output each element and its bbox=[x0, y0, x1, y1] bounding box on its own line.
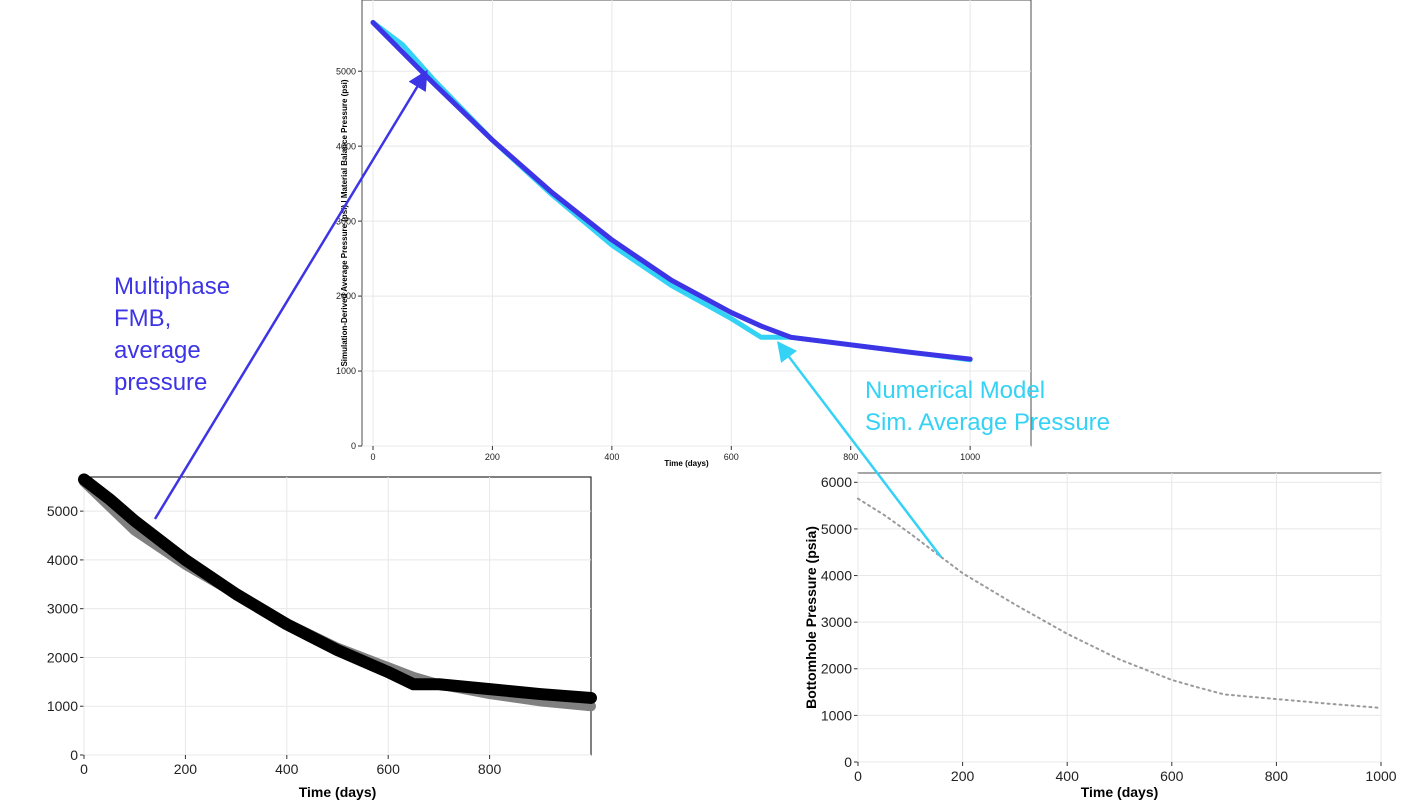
y-tick-label: 3000 bbox=[47, 601, 78, 617]
x-tick-label: 600 bbox=[724, 452, 739, 462]
series-line-0 bbox=[857, 497, 1382, 709]
y-tick-label: 2000 bbox=[821, 661, 852, 677]
x-axis-label: Time (days) bbox=[664, 459, 709, 468]
y-tick-label: 0 bbox=[70, 747, 78, 763]
x-tick-label: 600 bbox=[377, 761, 401, 777]
y-tick-label: 0 bbox=[351, 441, 356, 451]
y-tick-label: 1000 bbox=[47, 698, 78, 714]
y-tick-label: 2000 bbox=[336, 291, 356, 301]
plot-frame bbox=[83, 476, 592, 756]
x-tick-label: 800 bbox=[843, 452, 858, 462]
y-axis-label: Bottomhole Pressure (psia) bbox=[803, 526, 819, 709]
x-tick-label: 400 bbox=[604, 452, 619, 462]
y-tick-label: 4000 bbox=[821, 567, 852, 583]
x-tick-label: 200 bbox=[174, 761, 198, 777]
y-tick-label: 4000 bbox=[47, 552, 78, 568]
y-tick-label: 5000 bbox=[821, 521, 852, 537]
x-tick-label: 1000 bbox=[1365, 768, 1396, 784]
sim-pointer-arrow bbox=[776, 341, 942, 558]
y-tick-label: 5000 bbox=[47, 503, 78, 519]
x-tick-label: 0 bbox=[370, 452, 375, 462]
x-axis-label: Time (days) bbox=[299, 784, 377, 800]
y-tick-label: 1000 bbox=[336, 366, 356, 376]
x-tick-label: 400 bbox=[275, 761, 299, 777]
y-tick-label: 2000 bbox=[47, 649, 78, 665]
x-tick-label: 0 bbox=[854, 768, 862, 784]
plot-frame bbox=[857, 472, 1382, 763]
y-axis-label: Simulation-Derived Average Pressure (psi… bbox=[340, 79, 349, 366]
x-tick-label: 800 bbox=[1265, 768, 1289, 784]
top-chart: 0 1000 2000 3000 4000 5000 0 200 400 600 800 1000 Ti… bbox=[336, 0, 1032, 468]
series-line-1 bbox=[370, 19, 973, 362]
y-tick-label: 0 bbox=[844, 754, 852, 770]
x-tick-label: 200 bbox=[951, 768, 975, 784]
plot-frame bbox=[361, 0, 1032, 447]
annotation-numerical-model: Numerical Model Sim. Average Pressure bbox=[865, 377, 1111, 436]
annotation-multiphase-fmb: Multiphase FMB, average pressure bbox=[114, 273, 231, 396]
x-tick-label: 800 bbox=[478, 761, 502, 777]
series-line-1 bbox=[78, 473, 597, 704]
y-tick-label: 6000 bbox=[821, 474, 852, 490]
bottom-left-chart: 0 1000 2000 3000 4000 5000 0 200 400 600 800 Time (… bbox=[47, 473, 597, 800]
bottom-right-chart: 0 1000 2000 3000 4000 5000 6000 0 200 400 600 800 10… bbox=[803, 472, 1397, 800]
y-tick-label: 3000 bbox=[821, 614, 852, 630]
x-tick-label: 600 bbox=[1160, 768, 1184, 784]
y-tick-label: 1000 bbox=[821, 707, 852, 723]
x-tick-label: 0 bbox=[80, 761, 88, 777]
y-tick-label: 3000 bbox=[336, 216, 356, 226]
x-tick-label: 200 bbox=[485, 452, 500, 462]
fmb-pointer-arrow bbox=[153, 69, 428, 520]
x-tick-label: 1000 bbox=[960, 452, 980, 462]
y-tick-label: 5000 bbox=[336, 66, 356, 76]
x-axis-label: Time (days) bbox=[1081, 784, 1159, 800]
y-tick-label: 4000 bbox=[336, 141, 356, 151]
x-tick-label: 400 bbox=[1056, 768, 1080, 784]
